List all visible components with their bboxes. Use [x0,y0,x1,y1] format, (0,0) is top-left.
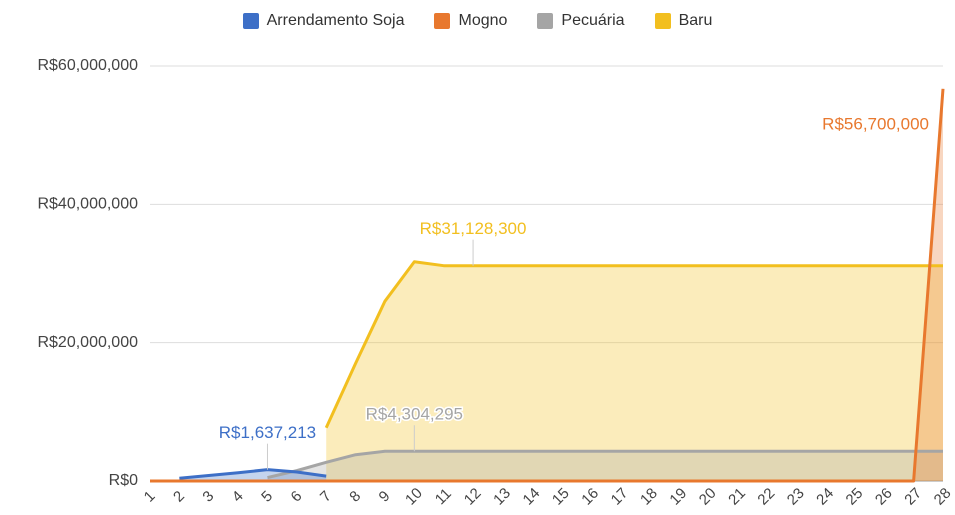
legend-swatch [654,13,671,29]
x-tick-label: 10 [402,485,426,509]
x-tick-label: 28 [931,485,955,509]
x-tick-label: 20 [696,485,720,509]
legend-label: Pecuária [561,12,625,29]
data-label: R$31,128,300 [420,219,527,238]
x-tick-label: 14 [520,485,544,509]
x-tick-label: 16 [578,485,602,509]
line [179,468,327,480]
x-tick-label: 2 [170,488,188,506]
line [150,88,945,483]
legend-item: Arrendamento Soja [242,12,405,30]
data-label: R$4,304,295 [366,405,463,424]
x-tick-label: 21 [725,485,749,509]
y-tick-label: R$60,000,000 [37,57,138,74]
x-tick-label: 27 [901,485,925,509]
x-tick-label: 17 [608,485,632,509]
data-label: R$56,700,000 [822,114,929,133]
legend-item: Baru [654,12,713,30]
area [326,261,943,481]
legend-label: Arrendamento Soja [266,12,405,29]
legend-swatch [537,13,554,29]
x-tick-label: 18 [637,485,661,509]
x-tick-label: 24 [813,485,837,509]
x-tick-label: 13 [490,485,514,509]
line [267,449,943,480]
x-tick-label: 5 [258,488,276,506]
data-label: R$1,637,213 [219,423,316,442]
legend-label: Baru [678,12,713,29]
legend-item: Pecuária [537,12,625,30]
x-tick-label: 4 [229,488,247,506]
x-tick-label: 1 [141,488,159,506]
y-tick-label: R$40,000,000 [37,196,138,213]
x-tick-label: 8 [346,488,364,506]
x-tick-label: 25 [843,485,867,509]
x-tick-label: 11 [432,485,455,508]
x-tick-label: 12 [461,485,485,509]
x-tick-label: 15 [549,485,573,509]
y-tick-label: R$0 [109,472,138,489]
line [324,260,943,429]
x-tick-label: 22 [754,485,778,509]
legend-swatch [434,13,451,29]
y-tick-label: R$20,000,000 [37,334,138,351]
legend-swatch [242,13,259,29]
x-tick-label: 3 [199,488,217,506]
x-tick-label: 19 [666,485,690,509]
area [267,451,944,481]
x-tick-label: 26 [872,485,896,509]
legend: Arrendamento Soja Mogno Pecuária Baru [0,12,955,30]
x-tick-label: 6 [288,488,306,506]
x-tick-label: 23 [784,485,808,509]
legend-label: Mogno [458,12,508,29]
x-tick-label: 9 [376,488,394,506]
legend-item: Mogno [434,12,507,30]
x-tick-label: 7 [317,488,335,506]
